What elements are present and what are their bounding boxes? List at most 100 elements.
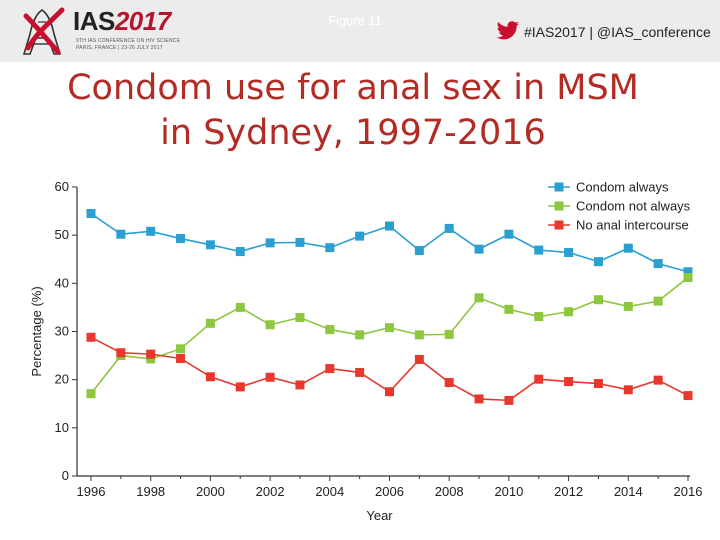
data-point [683,273,693,283]
data-point [86,208,96,218]
data-point [176,234,186,244]
series-2 [86,273,693,399]
x-tick-label: 2002 [256,484,285,499]
data-point [444,329,454,339]
data-point [176,353,186,363]
data-point [116,348,126,358]
data-point [474,394,484,404]
data-point [593,257,603,267]
data-point [623,385,633,395]
series-line [90,276,689,395]
data-point [534,374,544,384]
y-tick-label: 0 [62,468,69,483]
y-tick-label: 60 [55,179,69,194]
logo-tagline-1: 9TH IAS CONFERENCE ON HIV SCIENCE [76,38,181,44]
logo-name: IAS [73,6,115,36]
data-point [414,330,424,340]
x-tick-label: 2010 [494,484,523,499]
data-point [593,379,603,389]
data-point [325,243,335,253]
data-point [325,325,335,335]
data-point [623,301,633,311]
data-point [414,246,424,256]
y-tick-label: 10 [55,420,69,435]
legend-swatch-marker [554,220,564,230]
data-point [444,378,454,388]
data-point [205,240,215,250]
data-point [653,259,663,269]
data-point [414,354,424,364]
data-point [235,247,245,257]
data-point [235,302,245,312]
data-point [295,313,305,323]
data-point [653,375,663,385]
data-point [146,226,156,236]
data-point [474,293,484,303]
social-handle: #IAS2017 | @IAS_conference [524,24,711,40]
data-point [623,243,633,253]
series-3 [86,332,693,405]
data-point [504,395,514,405]
x-tick-label: 2000 [196,484,225,499]
data-point [265,238,275,248]
x-axis-title: Year [366,508,393,523]
slide-title: Condom use for anal sex in MSM in Sydney… [0,66,706,156]
series-1 [86,208,693,277]
data-point [265,320,275,330]
ias-2017-logo: IAS2017 9TH IAS CONFERENCE ON HIV SCIENC… [18,4,181,58]
x-tick-label: 2014 [614,484,643,499]
data-point [205,372,215,382]
x-tick-label: 2006 [375,484,404,499]
data-point [205,318,215,328]
slide-title-line-1: Condom use for anal sex in MSM [67,68,639,108]
logo-tagline-2: PARIS, FRANCE | 23-26 JULY 2017 [76,45,163,51]
legend-label: Condom not always [576,199,691,214]
x-tick-label: 2004 [315,484,344,499]
data-point [593,295,603,305]
data-point [295,237,305,247]
legend-swatch-marker [554,182,564,192]
data-point [534,312,544,322]
data-point [564,248,574,258]
chart-series-layer [86,208,693,405]
data-point [385,323,394,333]
data-point [534,245,544,255]
y-tick-label: 40 [55,275,69,290]
data-point [325,364,335,374]
data-point [385,221,394,231]
data-point [355,330,365,340]
y-axis-title: Percentage (%) [29,286,44,376]
logo-wordmark: IAS2017 [73,6,171,37]
condom-use-line-chart: 0 10 20 30 40 50 60 1996 1998 2000 2002 2004 2006 200… [29,179,702,523]
y-tick-label: 20 [55,372,69,387]
data-point [355,367,365,377]
chart-legend: Condom always Condom not always No anal in… [548,180,691,233]
data-point [474,244,484,254]
x-tick-label: 2008 [435,484,464,499]
legend-label: No anal intercourse [576,218,689,233]
data-point [265,372,275,382]
y-tick-label: 50 [55,227,69,242]
legend-swatch-marker [554,201,564,211]
data-point [683,267,693,277]
x-tick-label: 1998 [136,484,165,499]
slide-title-line-2: in Sydney, 1997-2016 [160,113,546,153]
x-tick-label: 2016 [674,484,703,499]
figure-label: Figure 11 [328,13,382,28]
data-point [683,391,693,401]
red-ribbon-eiffel-icon [22,7,65,55]
x-tick-label: 1996 [77,484,106,499]
data-point [504,304,514,314]
logo-year: 2017 [114,6,171,36]
y-tick-label: 30 [55,324,69,339]
data-point [444,223,454,233]
data-point [653,296,663,306]
data-point [355,231,365,241]
data-point [235,382,245,392]
data-point [146,354,156,364]
legend-label: Condom always [576,180,669,195]
chart-axes: 0 10 20 30 40 50 60 1996 1998 2000 2002 2004 2006 200… [29,179,702,523]
twitter-bird-icon [496,21,519,40]
data-point [295,380,305,390]
x-tick-label: 2012 [554,484,583,499]
